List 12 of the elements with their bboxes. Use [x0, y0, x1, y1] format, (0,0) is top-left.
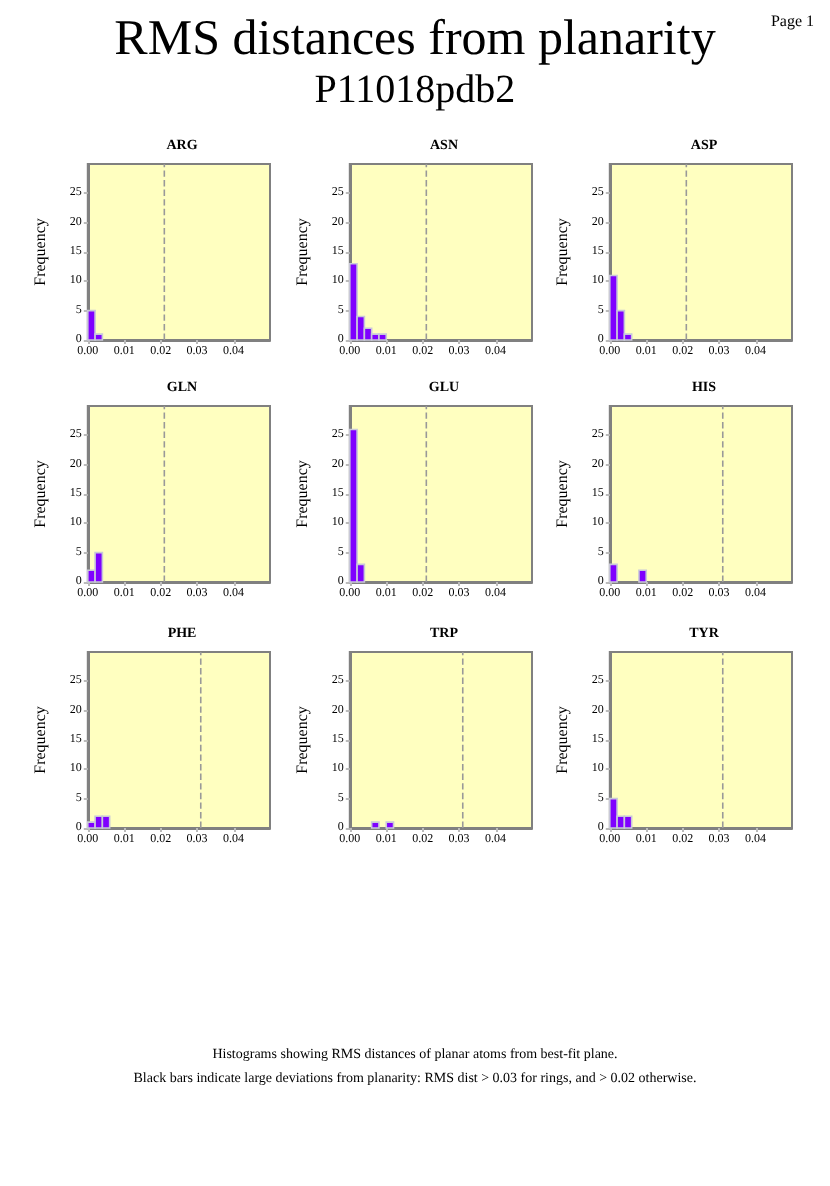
y-axis-title: Frequency — [293, 706, 311, 774]
text: P11018pdb2 — [312, 68, 518, 112]
y-axis-title: Frequency — [31, 460, 49, 528]
text: Page 1 — [770, 12, 814, 30]
y-axis-title: Frequency — [293, 218, 311, 286]
y-axis-title: Frequency — [553, 218, 571, 286]
y-axis-title: Frequency — [31, 706, 49, 774]
text: RMS distances from planarity — [114, 12, 716, 66]
y-axis-title: Frequency — [293, 460, 311, 528]
y-axis-title: Frequency — [31, 218, 49, 286]
y-axis-title: Frequency — [553, 706, 571, 774]
y-axis-title: Frequency — [553, 460, 571, 528]
